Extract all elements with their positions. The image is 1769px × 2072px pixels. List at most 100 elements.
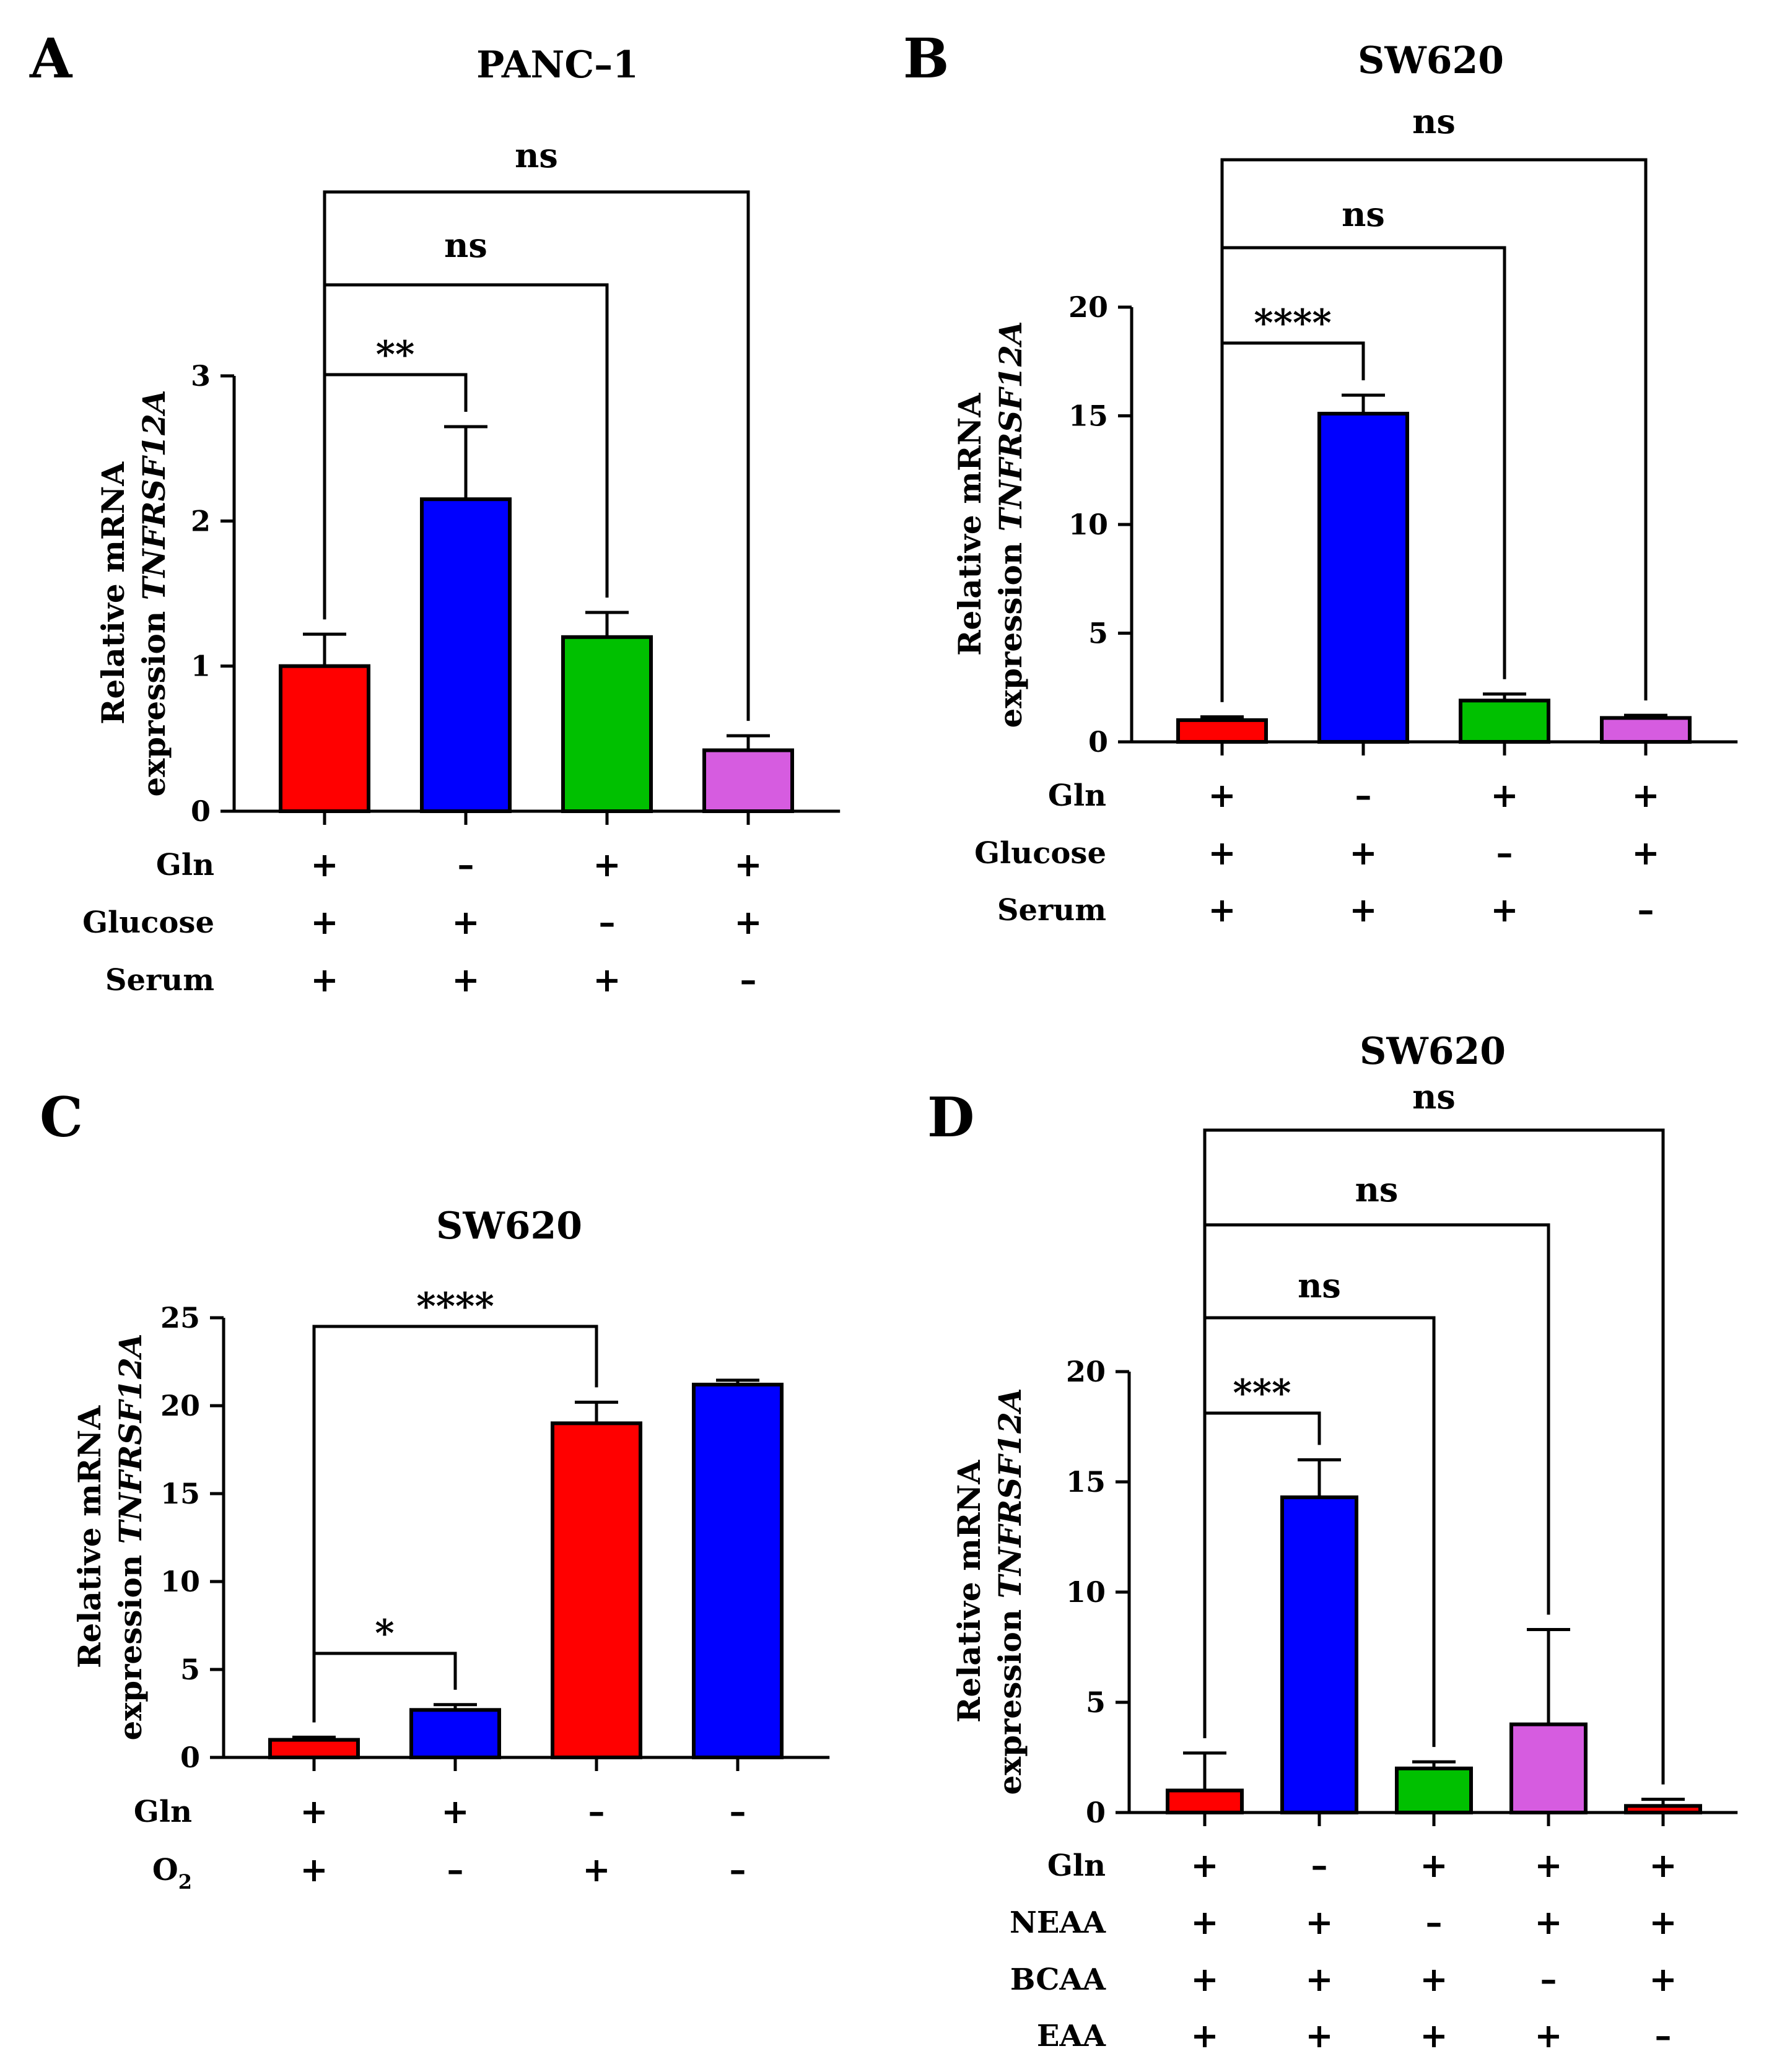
significance-label: ns <box>1412 102 1456 141</box>
panel-a: A PANC–1 0 1 2 3 Relative mRNA expression TNFRS… <box>29 26 841 999</box>
condition-label: Serum <box>997 893 1106 928</box>
y-tick-label: 10 <box>1068 508 1108 541</box>
condition-sign: – <box>730 1791 746 1831</box>
condition-sign: + <box>1534 1845 1562 1885</box>
condition-label-text: Glucose <box>974 836 1106 871</box>
condition-label-text: BCAA <box>1010 1962 1106 1997</box>
condition-sign: + <box>734 845 762 884</box>
y-tick-label: 15 <box>1066 1465 1106 1499</box>
panel-label: B <box>903 26 949 90</box>
bar <box>1600 716 1692 744</box>
condition-sign: + <box>1305 1902 1333 1942</box>
bar <box>1459 699 1550 744</box>
condition-sign: + <box>1305 1959 1333 1999</box>
significance-label: ns <box>1412 1077 1456 1117</box>
panel-c: C SW620 0 5 10 15 20 25 Relative mRNA expression … <box>40 1085 830 1894</box>
condition-label: Gln <box>1047 1848 1106 1883</box>
condition-sign: + <box>593 960 621 999</box>
condition-label: EAA <box>1037 2019 1106 2053</box>
y-axis-label-line2: expression <box>992 531 1029 728</box>
y-tick-label: 5 <box>1088 617 1108 650</box>
y-axis-label-line2: expression <box>136 600 172 796</box>
condition-sign: + <box>441 1791 469 1831</box>
condition-sign: + <box>1208 833 1236 873</box>
y-tick-label: 3 <box>191 359 211 393</box>
significance-label: ns <box>515 136 558 175</box>
condition-sign: – <box>1638 890 1654 929</box>
condition-sign: + <box>452 960 479 999</box>
panel-title: SW620 <box>436 1204 582 1248</box>
significance-label: ns <box>1355 1170 1399 1209</box>
bar <box>551 1421 642 1759</box>
significance-bracket <box>1203 1223 1550 1738</box>
panel-d: D SW620 0 5 10 15 20 Relative mRNA expression TN… <box>927 1030 1738 2055</box>
condition-label: NEAA <box>1010 1905 1106 1940</box>
condition-label: Gln <box>134 1795 192 1829</box>
condition-sign: – <box>1311 1845 1328 1885</box>
condition-sign: – <box>1355 775 1372 815</box>
condition-sign: + <box>1190 1902 1218 1942</box>
condition-sign: + <box>452 902 479 942</box>
condition-label-text: Gln <box>156 848 214 882</box>
panel-b: B SW620 0 5 10 15 20 Relative mRNA expression TN… <box>903 26 1738 929</box>
y-tick-label: 20 <box>160 1389 200 1422</box>
significance-label: * <box>375 1612 394 1655</box>
significance-bracket <box>1203 1128 1665 1785</box>
panel-label: A <box>29 26 73 90</box>
condition-sign: – <box>740 960 757 999</box>
condition-sign: – <box>599 902 616 942</box>
bar <box>409 1708 501 1760</box>
y-axis-label: Relative mRNA expression TNFRSF12A <box>71 1333 149 1740</box>
condition-label-text: O <box>152 1853 178 1887</box>
condition-sign: + <box>734 902 762 942</box>
condition-sign: + <box>300 1791 328 1831</box>
condition-label: Glucose <box>82 905 214 940</box>
y-tick-label: 0 <box>191 794 211 828</box>
significance-bracket <box>1220 158 1648 702</box>
significance-label: ** <box>376 333 415 377</box>
condition-label-text: Gln <box>1047 1848 1106 1883</box>
y-tick-label: 15 <box>160 1477 200 1510</box>
condition-sign: + <box>1420 1845 1448 1885</box>
significance-label: ns <box>1342 194 1385 234</box>
condition-sign: + <box>1631 833 1659 873</box>
y-tick-label: 0 <box>180 1741 200 1774</box>
significance-bracket <box>323 190 750 721</box>
condition-sign: – <box>447 1850 464 1889</box>
condition-sign: + <box>582 1850 610 1889</box>
y-axis-label: Relative mRNA expression TNFRSF12A <box>95 390 172 796</box>
condition-sign: + <box>310 960 338 999</box>
y-tick-label: 5 <box>180 1653 200 1686</box>
y-axis-label-line1: Relative mRNA <box>951 393 988 656</box>
panel-title: SW620 <box>1360 1030 1506 1073</box>
condition-sign: + <box>1420 1959 1448 1999</box>
y-axis-label-line1: Relative mRNA <box>71 1405 108 1668</box>
condition-label-text: Serum <box>105 963 214 998</box>
condition-sign: + <box>1349 890 1377 929</box>
condition-label-text: Gln <box>134 1795 192 1829</box>
condition-label-text: EAA <box>1037 2019 1106 2053</box>
y-axis-label-gene: TNFRSF12A <box>992 321 1029 531</box>
condition-sign: + <box>1208 890 1236 929</box>
bar <box>1509 1722 1588 1815</box>
condition-sign: + <box>1649 1845 1677 1885</box>
condition-sign: + <box>593 845 621 884</box>
condition-label-text: NEAA <box>1010 1905 1106 1940</box>
y-tick-label: 10 <box>160 1565 200 1598</box>
condition-sign: + <box>310 845 338 884</box>
condition-label: O2 <box>152 1853 192 1894</box>
y-axis-label-gene: TNFRSF12A <box>112 1333 149 1544</box>
condition-sign: – <box>1496 833 1513 873</box>
panel-label: C <box>40 1085 83 1149</box>
bar <box>1166 1788 1244 1814</box>
y-axis-label-line2: expression <box>112 1544 149 1740</box>
bar <box>702 748 794 813</box>
y-axis-label: Relative mRNA expression TNFRSF12A <box>951 321 1029 728</box>
bar <box>1176 718 1268 744</box>
panel-title: SW620 <box>1358 39 1504 82</box>
condition-label-text: Serum <box>997 893 1106 928</box>
condition-sign: + <box>1190 1959 1218 1999</box>
condition-label-subscript: 2 <box>178 1870 192 1894</box>
y-axis-label-line1: Relative mRNA <box>95 461 131 725</box>
bar <box>692 1382 784 1759</box>
